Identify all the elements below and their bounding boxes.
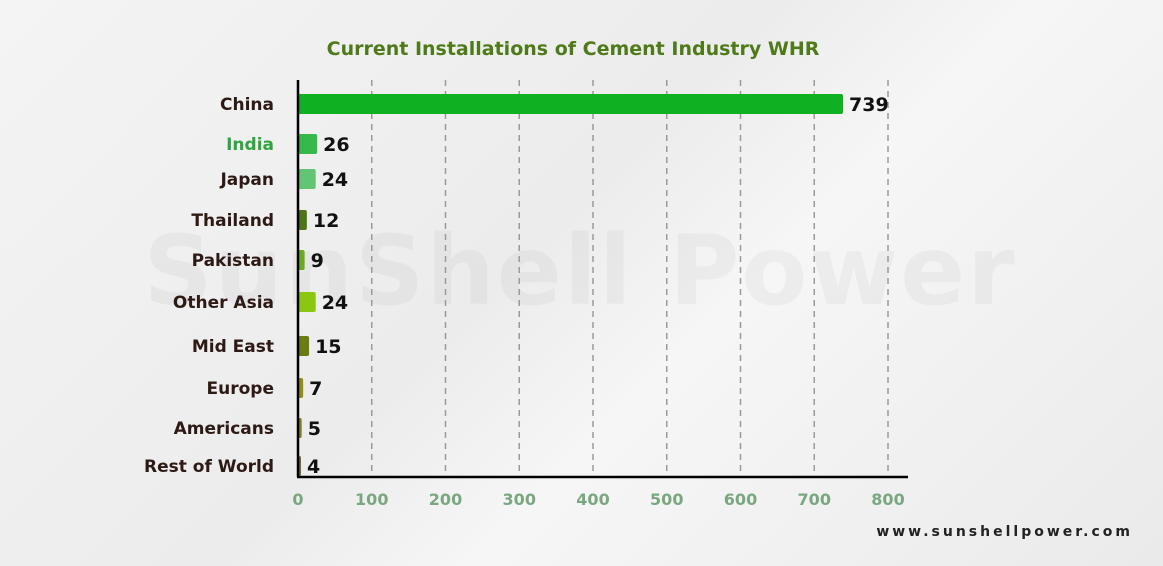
category-label: Rest of World bbox=[144, 457, 274, 477]
x-tick-label: 0 bbox=[292, 490, 303, 509]
value-label: 24 bbox=[322, 292, 348, 314]
bar-mid-east bbox=[298, 336, 310, 356]
x-tick-label: 500 bbox=[650, 490, 683, 509]
website-url: www.sunshellpower.com bbox=[876, 524, 1133, 540]
x-tick-label: 600 bbox=[724, 490, 757, 509]
chart-title: Current Installations of Cement Industry… bbox=[326, 38, 820, 60]
value-label: 15 bbox=[315, 336, 341, 358]
category-label: Thailand bbox=[191, 211, 274, 231]
x-tick-label: 100 bbox=[355, 490, 388, 509]
value-label: 7 bbox=[309, 378, 322, 400]
category-label: Pakistan bbox=[192, 251, 274, 271]
value-label: 12 bbox=[313, 210, 339, 232]
bar-europe bbox=[298, 378, 304, 398]
x-tick-label: 200 bbox=[429, 490, 462, 509]
bar-other-asia bbox=[298, 292, 316, 312]
bar-thailand bbox=[298, 210, 307, 230]
bar-pakistan bbox=[298, 250, 305, 270]
value-label: 26 bbox=[323, 134, 349, 156]
value-label: 24 bbox=[322, 169, 348, 191]
category-label: Europe bbox=[207, 379, 274, 399]
category-label: Other Asia bbox=[173, 293, 274, 313]
category-label: Americans bbox=[174, 419, 274, 439]
bar-japan bbox=[298, 169, 316, 189]
value-label: 739 bbox=[849, 94, 889, 116]
bar-india bbox=[298, 134, 318, 154]
value-label: 9 bbox=[311, 250, 324, 272]
x-tick-label: 800 bbox=[871, 490, 904, 509]
bar-china bbox=[298, 94, 844, 114]
category-label: Japan bbox=[219, 170, 274, 190]
category-label: China bbox=[220, 95, 274, 115]
value-label: 4 bbox=[307, 456, 320, 478]
value-label: 5 bbox=[308, 418, 321, 440]
category-label: Mid East bbox=[192, 337, 274, 357]
category-label: India bbox=[226, 135, 274, 155]
x-tick-label: 700 bbox=[798, 490, 831, 509]
x-tick-label: 400 bbox=[576, 490, 609, 509]
x-tick-label: 300 bbox=[503, 490, 536, 509]
